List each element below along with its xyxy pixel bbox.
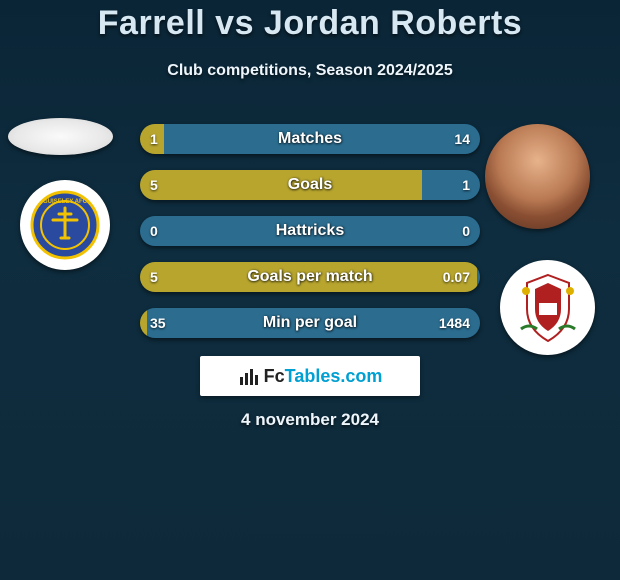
stat-row: Min per goal35 1484 [140,308,480,338]
stevenage-badge-icon [509,269,587,347]
guiseley-badge-icon: GUISELEY AFC [30,190,100,260]
stat-value-left: 1 [150,124,158,154]
player-left-avatar [8,118,113,155]
stat-label: Goals [140,170,480,200]
brand-box: FcTables.com [200,356,420,396]
subtitle: Club competitions, Season 2024/2025 [0,62,620,80]
stat-value-right: 0.07 [443,262,470,292]
stat-value-left: 5 [150,262,158,292]
stat-value-left: 0 [150,216,158,246]
stat-label: Min per goal [140,308,480,338]
stat-row: Goals5 1 [140,170,480,200]
stat-value-right: 1 [462,170,470,200]
svg-text:GUISELEY AFC: GUISELEY AFC [43,199,88,205]
stat-row: Hattricks0 0 [140,216,480,246]
stat-value-left: 35 [150,308,166,338]
stat-value-right: 1484 [439,308,470,338]
brand-suffix: Tables.com [285,366,383,386]
page-title: Farrell vs Jordan Roberts [0,4,620,43]
stat-label: Hattricks [140,216,480,246]
stat-value-right: 0 [462,216,470,246]
stat-label: Goals per match [140,262,480,292]
stat-row: Matches1 14 [140,124,480,154]
bars-icon [238,365,260,387]
date-label: 4 november 2024 [0,410,620,430]
stat-row: Goals per match5 0.07 [140,262,480,292]
stat-value-right: 14 [454,124,470,154]
club-left-badge: GUISELEY AFC [20,180,110,270]
brand-text: FcTables.com [264,366,383,387]
stats-bars: Matches114Goals51Hattricks00Goals per ma… [140,124,480,354]
club-right-badge [500,260,595,355]
stat-label: Matches [140,124,480,154]
brand-prefix: Fc [264,366,285,386]
stat-value-left: 5 [150,170,158,200]
player-right-avatar [485,124,590,229]
